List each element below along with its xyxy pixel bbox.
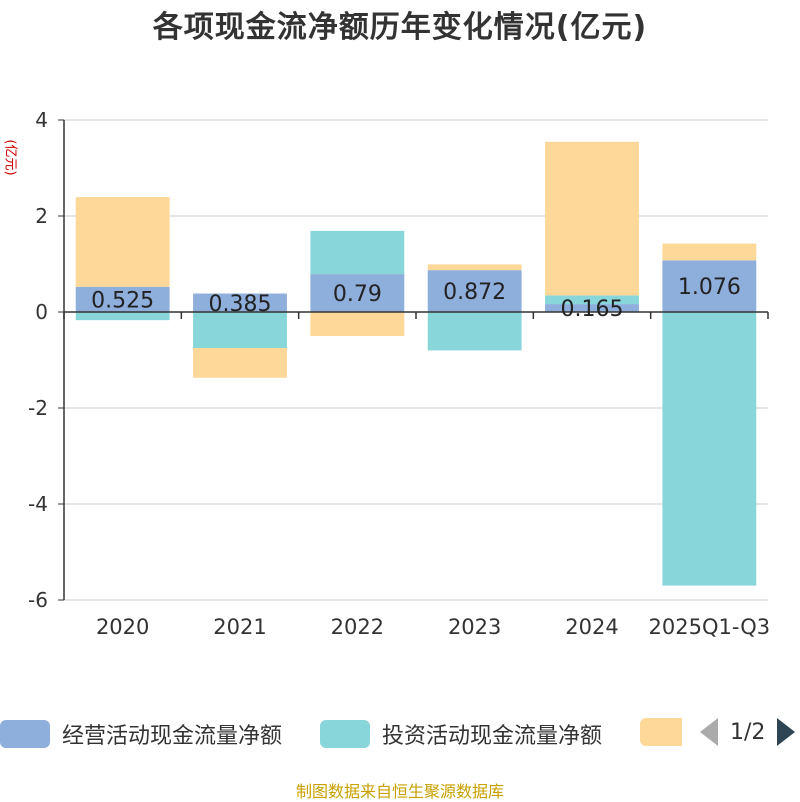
y-tick-label: -6 (28, 588, 48, 612)
x-tick-label: 2022 (331, 615, 384, 639)
bar-segment (662, 260, 757, 312)
y-tick-label: 0 (35, 300, 48, 324)
bar-segment (75, 312, 170, 321)
y-tick-label: -4 (28, 492, 48, 516)
y-tick-label: -2 (28, 396, 48, 420)
legend-label-operating: 经营活动现金流量净额 (62, 724, 283, 749)
bar-segment (427, 312, 522, 351)
bar-segment (310, 230, 405, 275)
x-tick-label: 2025Q1-Q3 (649, 615, 771, 639)
legend-next-icon[interactable] (777, 718, 796, 746)
bar-segment (427, 270, 522, 312)
bar-segment (193, 312, 287, 348)
x-tick-label: 2021 (213, 615, 266, 639)
legend-pager: 1/2 (700, 718, 796, 746)
x-tick-label: 2023 (448, 615, 501, 639)
bar-segment (310, 274, 405, 312)
legend-swatch-operating (0, 720, 50, 748)
y-tick-label: 4 (35, 108, 48, 132)
bar-segment (75, 286, 170, 312)
bar-segment (75, 197, 170, 287)
legend-item-financing[interactable] (640, 718, 682, 746)
data-label: 0.385 (209, 292, 272, 317)
legend-prev-icon[interactable] (700, 718, 718, 746)
data-label: 0.872 (443, 280, 506, 305)
legend-swatch-investing (320, 720, 370, 748)
chart-canvas: 4 2 0 -2 -4 -6 0.525 0.385 0.79 0.872 0.165 1.076 20… (28, 108, 771, 639)
bar-segment (427, 264, 522, 271)
data-label: 0.165 (561, 297, 624, 322)
bar-segment (545, 141, 639, 296)
y-tick-label: 2 (35, 204, 48, 228)
legend-item-investing[interactable]: 投资活动现金流量净额 (320, 718, 602, 750)
chart-title: 各项现金流净额历年变化情况(亿元) (152, 10, 648, 45)
bar-segment (310, 312, 405, 336)
data-label: 0.525 (91, 288, 154, 313)
legend-item-operating[interactable]: 经营活动现金流量净额 (0, 718, 282, 750)
bar-segment (545, 295, 639, 305)
bar-segment (662, 312, 757, 586)
bar-segment (662, 243, 757, 261)
data-label: 0.79 (333, 282, 382, 307)
data-source-note: 制图数据来自恒生聚源数据库 (295, 782, 504, 801)
bar-segment (545, 304, 639, 312)
legend-label-investing: 投资活动现金流量净额 (382, 724, 603, 749)
x-tick-label: 2020 (96, 615, 149, 639)
legend-swatch-financing (640, 718, 682, 746)
bar-segment (193, 293, 287, 312)
data-label: 1.076 (678, 275, 741, 300)
legend-page-indicator: 1/2 (730, 719, 766, 745)
bar-segment (193, 348, 287, 378)
x-tick-label: 2024 (565, 615, 618, 639)
